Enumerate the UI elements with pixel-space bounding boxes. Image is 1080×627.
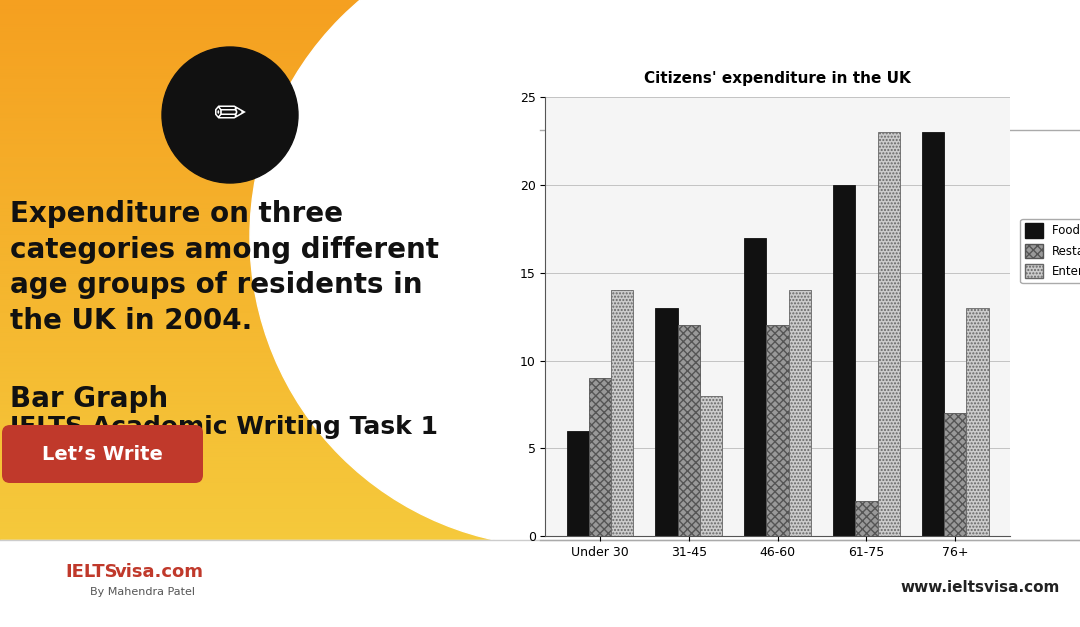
Bar [656,308,677,536]
Bar [611,290,633,536]
Title: Citizens' expenditure in the UK: Citizens' expenditure in the UK [645,71,910,87]
Circle shape [249,0,870,547]
Bar [855,501,878,536]
Text: Expenditure on three
categories among different
age groups of residents in
the U: Expenditure on three categories among di… [10,200,438,335]
Bar [677,325,700,536]
Legend: Food and drink, Restaurants, Entertainment: Food and drink, Restaurants, Entertainme… [1021,219,1080,283]
Text: ✏: ✏ [214,96,246,134]
Text: By Mahendra Patel: By Mahendra Patel [90,587,195,597]
Text: visa.com: visa.com [114,563,204,581]
Bar [567,431,589,536]
Text: IELTS: IELTS [65,563,118,581]
Text: IELTS Academic Writing Task 1: IELTS Academic Writing Task 1 [10,415,438,439]
FancyBboxPatch shape [2,425,203,483]
Bar [0,540,1080,627]
Bar [878,132,900,536]
Bar [589,378,611,536]
Circle shape [162,47,298,183]
Bar [744,238,767,536]
Bar [700,396,723,536]
Text: www.ieltsvisa.com: www.ieltsvisa.com [901,579,1059,594]
Bar [944,413,967,536]
Text: Bar Graph: Bar Graph [10,385,168,413]
Bar [967,308,988,536]
Text: Let’s Write: Let’s Write [41,445,162,463]
Bar [767,325,788,536]
Bar [922,132,944,536]
Bar [788,290,811,536]
Bar [833,185,855,536]
